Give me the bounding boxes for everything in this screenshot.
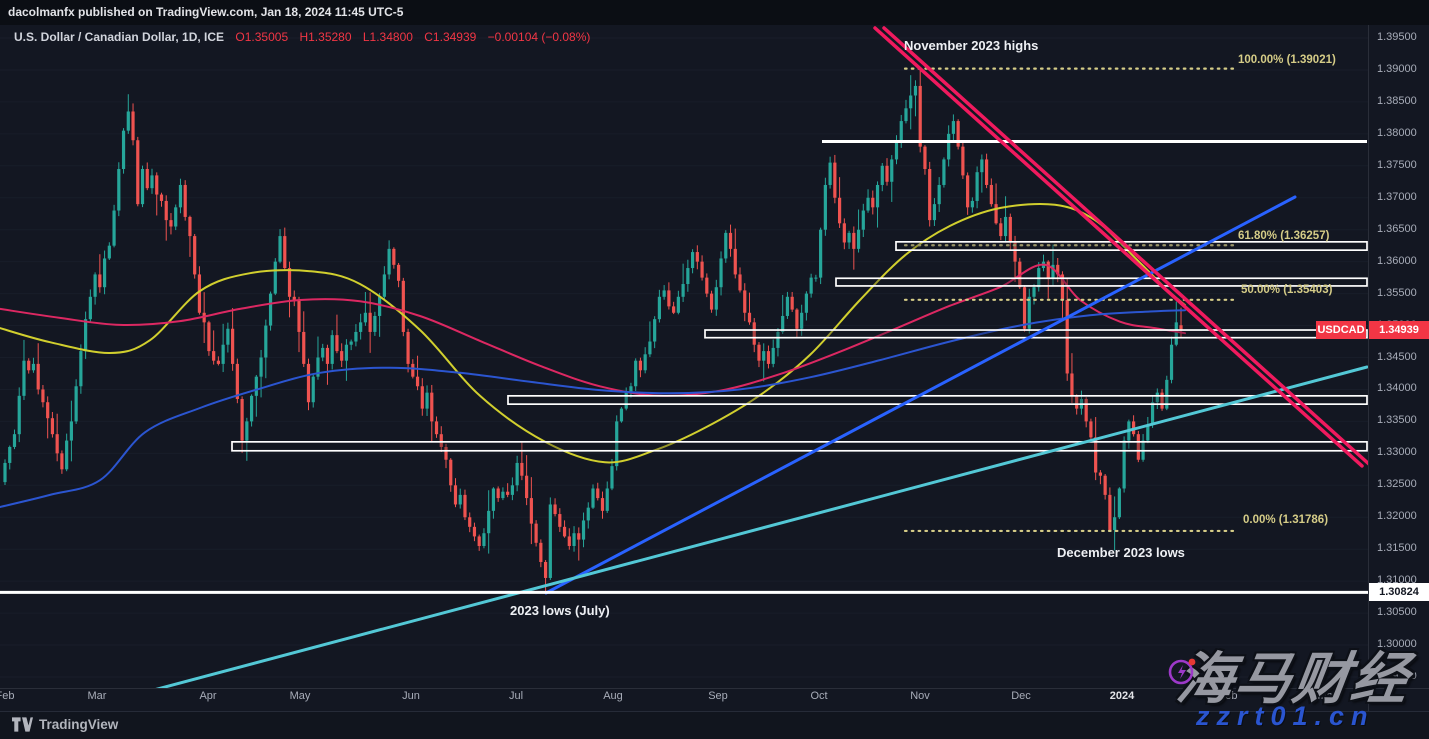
price-axis-label: 1.30500	[1377, 606, 1417, 619]
ohlc-high: H1.35280	[299, 30, 352, 44]
zone-1.3318-1.3304[interactable]	[231, 440, 1368, 452]
price-axis-label: 1.31500	[1377, 542, 1417, 555]
tradingview-wordmark: TradingView	[39, 717, 119, 732]
symbol-legend[interactable]: U.S. Dollar / Canadian Dollar, 1D, ICE O…	[14, 30, 590, 44]
time-axis-label: Jul	[508, 690, 524, 702]
time-axis-label: Feb	[1218, 690, 1238, 702]
ohlc-low: L1.34800	[362, 30, 413, 44]
price-axis-label: 1.34500	[1377, 350, 1417, 363]
time-axis-label: Mar	[1317, 690, 1337, 702]
price-axis-label: 1.29500	[1377, 670, 1417, 682]
fib-label-0: 0.00% (1.31786)	[1243, 514, 1329, 526]
price-axis-label: 1.33500	[1377, 414, 1417, 427]
annotation-november-highs: November 2023 highs	[904, 38, 1039, 53]
price-axis-label: 1.38000	[1377, 126, 1417, 139]
watermark-url: zzrt01.cn	[1196, 701, 1375, 731]
fib-label-100: 100.00% (1.39021)	[1238, 54, 1336, 66]
last-price-badge: 1.34939	[1369, 321, 1429, 339]
tradingview-logo[interactable]: TradingView	[12, 717, 118, 732]
time-axis-label: Nov	[910, 690, 930, 702]
time-axis-label: Sep	[708, 690, 728, 702]
publish-header: dacolmanfx published on TradingView.com,…	[0, 0, 1429, 25]
price-axis-label: 1.37000	[1377, 190, 1417, 203]
time-axis-label: Mar	[87, 690, 107, 702]
price-axis-label: 1.33000	[1377, 446, 1417, 459]
fib-label-50: 50.00% (1.35403)	[1241, 284, 1333, 296]
price-axis-label: 1.37500	[1377, 158, 1417, 171]
price-axis-label: 1.35500	[1377, 286, 1417, 299]
ascending-support-cyan[interactable]	[150, 365, 1368, 691]
descending-channel-pink-lower[interactable]	[882, 26, 1371, 466]
time-axis-label: Jun	[402, 690, 420, 702]
ma-slow-blue[interactable]	[0, 309, 1186, 508]
symbol-title: U.S. Dollar / Canadian Dollar, 1D, ICE	[14, 30, 225, 44]
price-axis-label: 1.32000	[1377, 510, 1417, 523]
descending-channel-pink-upper[interactable]	[873, 26, 1364, 468]
price-axis-label: 1.36000	[1377, 254, 1417, 267]
fib-label-618: 61.80% (1.36257)	[1238, 230, 1330, 242]
ohlc-open: O1.35005	[235, 30, 289, 44]
ohlc-change: −0.00104 (−0.08%)	[487, 30, 591, 44]
time-axis-label: Apr	[199, 690, 217, 702]
ascending-support-blue[interactable]	[544, 195, 1297, 595]
time-axis-label: Feb	[0, 690, 15, 702]
time-axis-label: 2024	[1109, 690, 1135, 702]
zone-1.3574-1.3562[interactable]	[835, 277, 1368, 287]
price-axis-label: 1.38500	[1377, 94, 1417, 107]
price-axis-label: 1.30000	[1377, 638, 1417, 651]
price-axis-label: 1.36500	[1377, 222, 1417, 235]
tradingview-glyph-icon	[12, 717, 33, 732]
purple-bolt-icon	[1168, 658, 1196, 685]
attribution-text: dacolmanfx published on TradingView.com,…	[8, 5, 404, 19]
footer-bar	[0, 711, 1429, 739]
price-axis-label: 1.39500	[1377, 31, 1417, 43]
annotation-july-lows: 2023 lows (July)	[510, 603, 610, 618]
support-price-badge: 1.30824	[1369, 583, 1429, 601]
price-axis-label: 1.39000	[1377, 62, 1417, 75]
price-axis-label: 1.32500	[1377, 478, 1417, 491]
time-axis-label: Dec	[1011, 690, 1031, 702]
ohlc-close: C1.34939	[424, 30, 477, 44]
annotation-december-lows: December 2023 lows	[1057, 545, 1185, 560]
zone-1.3390-1.3377[interactable]	[507, 394, 1368, 405]
symbol-price-tag: USDCAD	[1316, 321, 1366, 339]
price-axis-label: 1.34000	[1377, 382, 1417, 395]
time-axis-label: May	[289, 690, 311, 702]
time-axis-label: Aug	[603, 690, 623, 702]
time-axis-label: Oct	[810, 690, 828, 702]
